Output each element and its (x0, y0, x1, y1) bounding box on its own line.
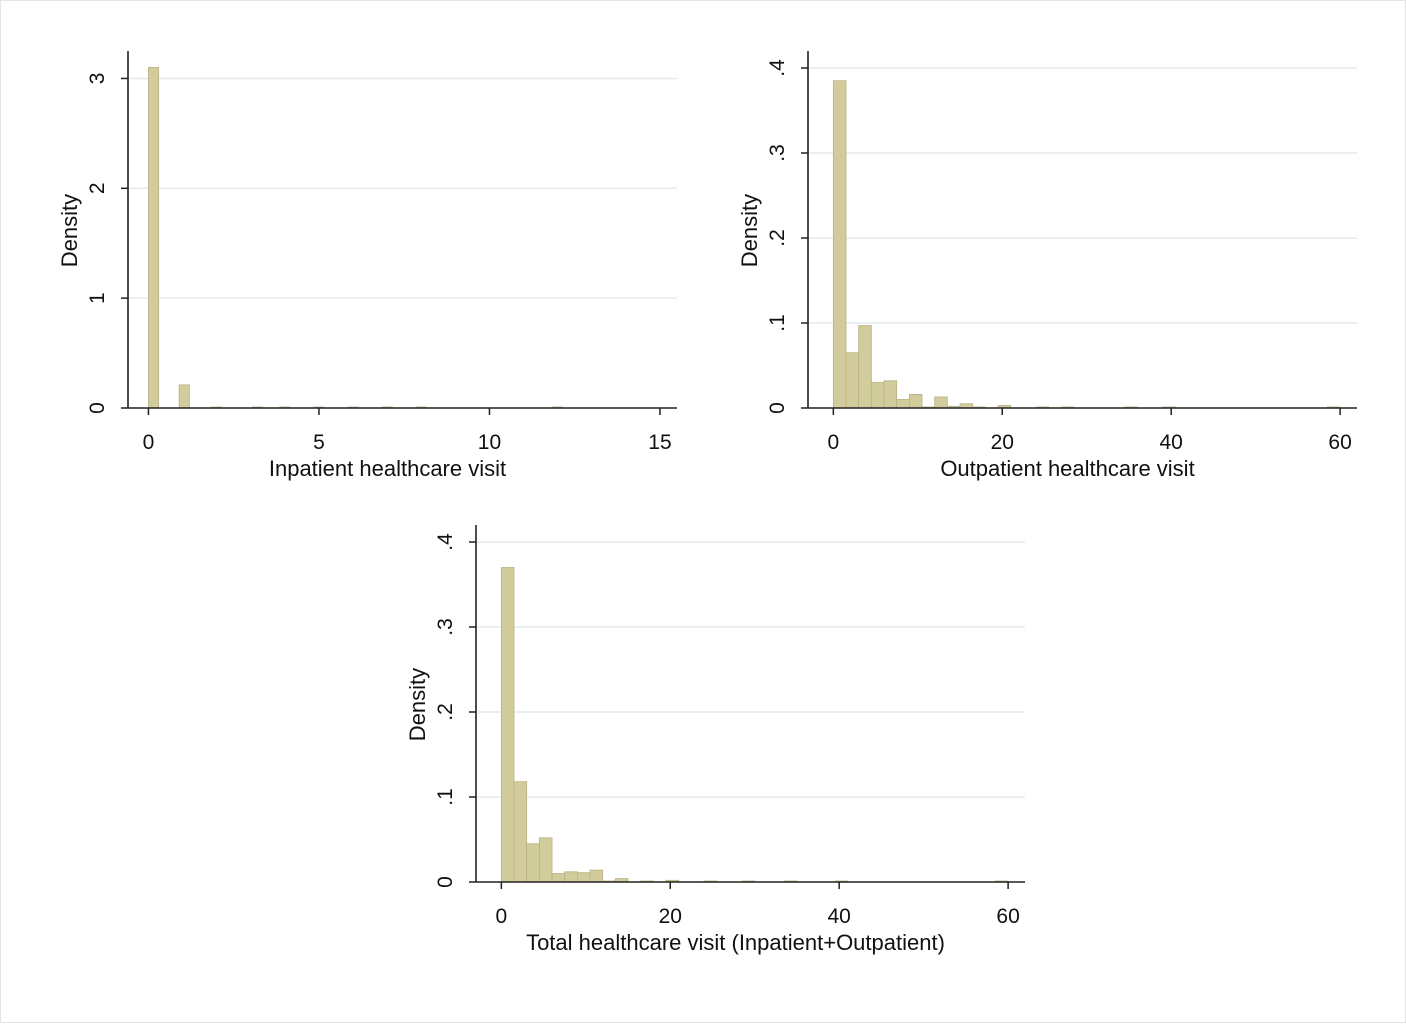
total-y-tick-label: .1 (434, 788, 457, 806)
outpatient-bars (832, 80, 1341, 409)
inpatient-y-tick-label: 0 (86, 402, 109, 414)
inpatient-y-tick-label: 3 (86, 73, 109, 85)
total-x-axis-title: Total healthcare visit (Inpatient+Outpat… (526, 930, 945, 955)
total-y-tick-label: .3 (434, 618, 457, 636)
total-y-tick-label: .4 (434, 533, 457, 551)
outpatient-bar (934, 396, 948, 409)
total-bar (513, 781, 528, 883)
outpatient-y-tick-label: .1 (766, 314, 789, 332)
panel-outpatient: 0 .1 .2 .3 .4 0 20 40 60 Outpatient healthcare vi… (737, 51, 1357, 481)
panel-inpatient: 0 1 2 3 0 5 10 15 Inpatient healthcare visit Dens… (57, 51, 677, 481)
total-bar (564, 871, 578, 883)
total-x-tick-label: 20 (659, 905, 682, 928)
inpatient-x-tick-label: 15 (648, 431, 671, 454)
total-bar (589, 869, 604, 883)
total-y-tick-label: .2 (434, 703, 457, 721)
total-bar (500, 567, 515, 883)
inpatient-y-tick-label: 1 (86, 292, 109, 304)
inpatient-x-tick-label: 5 (313, 431, 325, 454)
inpatient-y-axis-title: Density (57, 194, 82, 267)
outpatient-y-tick-label: .4 (766, 59, 789, 77)
outpatient-y-tick-label: 0 (766, 402, 789, 414)
inpatient-bars (148, 67, 564, 409)
inpatient-bar (178, 384, 190, 409)
total-bars (500, 567, 1009, 883)
total-y-axis-title: Density (405, 668, 430, 741)
outpatient-x-tick-label: 60 (1328, 431, 1351, 454)
outpatient-bar (845, 352, 860, 409)
outpatient-x-tick-label: 40 (1160, 431, 1183, 454)
outpatient-bar (832, 80, 847, 409)
outpatient-y-tick-label: .3 (766, 144, 789, 162)
total-x-tick-label: 60 (996, 905, 1019, 928)
total-bar (576, 872, 591, 883)
total-bar (551, 873, 566, 883)
inpatient-x-tick-label: 10 (478, 431, 501, 454)
inpatient-x-axis-title: Inpatient healthcare visit (269, 456, 506, 481)
total-y-tick-label: 0 (434, 876, 457, 888)
inpatient-bar (148, 67, 160, 409)
inpatient-x-tick-label: 0 (143, 431, 155, 454)
outpatient-bar (883, 380, 898, 409)
total-bar (526, 843, 540, 883)
inpatient-y-tick-label: 2 (86, 182, 109, 194)
outpatient-y-tick-label: .2 (766, 229, 789, 247)
outpatient-x-tick-label: 20 (991, 431, 1014, 454)
panel-total: 0 .1 .2 .3 .4 0 20 40 60 Total healthcare visit (… (405, 525, 1025, 955)
outpatient-bar (858, 325, 872, 409)
outpatient-bar (908, 393, 923, 409)
outpatient-bar (870, 382, 885, 409)
total-bar (538, 837, 553, 883)
outpatient-x-axis-title: Outpatient healthcare visit (940, 456, 1194, 481)
outpatient-x-tick-label: 0 (827, 431, 839, 454)
total-x-tick-label: 40 (828, 905, 851, 928)
total-x-tick-label: 0 (495, 905, 507, 928)
outpatient-y-axis-title: Density (737, 194, 762, 267)
outpatient-bar (896, 399, 910, 409)
